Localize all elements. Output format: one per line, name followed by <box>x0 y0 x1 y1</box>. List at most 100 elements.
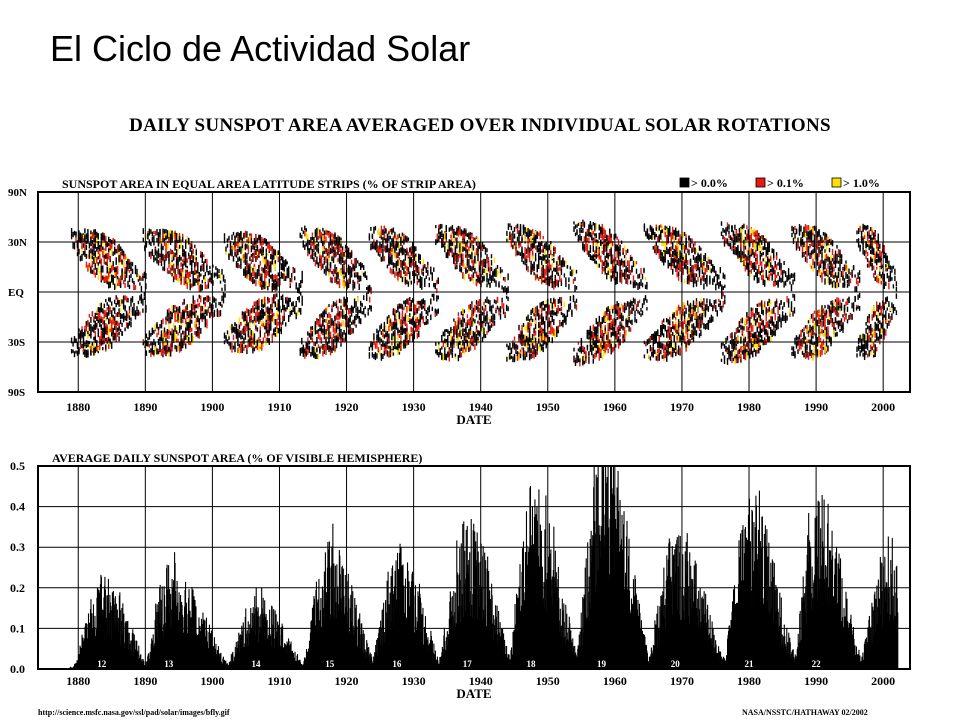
butterfly-spot <box>341 337 344 341</box>
butterfly-spot <box>542 246 544 253</box>
butterfly-spot <box>273 316 275 323</box>
butterfly-spot <box>597 321 599 326</box>
butterfly-spot <box>554 331 556 339</box>
butterfly-spot <box>340 240 342 247</box>
butterfly-spot <box>395 245 398 251</box>
butterfly-spot <box>474 339 476 343</box>
butterfly-spot <box>329 234 332 242</box>
butterfly-spot <box>326 306 329 310</box>
butterfly-spot <box>223 236 226 244</box>
butterfly-spot <box>413 273 415 279</box>
butterfly-spot <box>277 250 279 255</box>
butterfly-spot <box>108 337 110 342</box>
butterfly-spot <box>335 303 338 309</box>
butterfly-spot <box>270 254 272 260</box>
butterfly-spot <box>180 341 182 348</box>
butterfly-spot <box>264 264 266 272</box>
butterfly-spot <box>419 279 421 286</box>
butterfly-spot <box>116 279 119 284</box>
butterfly-spot <box>407 267 410 272</box>
butterfly-spot <box>454 254 457 262</box>
butterfly-spot <box>575 286 578 290</box>
butterfly-spot <box>178 341 181 347</box>
butterfly-spot <box>541 267 543 273</box>
butterfly-spot <box>121 299 123 304</box>
butterfly-spot <box>76 252 79 257</box>
butterfly-spot <box>109 297 111 301</box>
butterfly-spot <box>338 278 341 286</box>
butterfly-spot <box>406 265 408 271</box>
butterfly-spot <box>256 344 259 351</box>
butterfly-spot <box>513 342 516 350</box>
butterfly-spot <box>99 241 101 245</box>
butterfly-spot <box>580 222 583 226</box>
butterfly-spot <box>307 331 309 336</box>
butterfly-spot <box>282 264 284 271</box>
butterfly-spot <box>509 235 511 241</box>
butterfly-spot <box>84 325 86 330</box>
butterfly-spot <box>367 311 369 316</box>
butterfly-spot <box>595 242 597 247</box>
butterfly-spot <box>103 310 105 317</box>
butterfly-spot <box>551 255 553 259</box>
butterfly-spot <box>346 302 348 306</box>
butterfly-spot <box>308 240 311 246</box>
butterfly-spot <box>148 251 151 257</box>
butterfly-spot <box>243 311 245 317</box>
butterfly-spot <box>154 323 157 330</box>
butterfly-spot <box>234 342 236 349</box>
butterfly-spot <box>463 318 466 323</box>
butterfly-spot <box>182 343 184 349</box>
butterfly-spot <box>556 269 558 275</box>
butterfly-spot <box>550 310 552 318</box>
butterfly-spot <box>477 254 479 262</box>
butterfly-spot <box>534 230 537 235</box>
butterfly-spot <box>541 327 543 334</box>
butterfly-spot <box>72 242 74 249</box>
butterfly-spot <box>487 265 490 272</box>
butterfly-spot <box>598 263 600 268</box>
butterfly-spot <box>591 344 593 350</box>
butterfly-spot <box>406 328 408 332</box>
butterfly-spot <box>553 251 555 257</box>
butterfly-spot <box>319 229 321 234</box>
butterfly-spot <box>355 257 357 265</box>
butterfly-spot <box>521 330 523 337</box>
butterfly-spot <box>201 257 203 263</box>
butterfly-spot <box>246 272 248 279</box>
butterfly-spot <box>595 330 597 336</box>
butterfly-spot <box>147 337 149 341</box>
butterfly-spot <box>178 255 181 262</box>
butterfly-spot <box>243 327 245 332</box>
butterfly-spot <box>556 327 558 334</box>
butterfly-spot <box>124 282 126 288</box>
butterfly-spot <box>105 236 107 240</box>
butterfly-spot <box>377 252 380 256</box>
butterfly-spot <box>601 244 603 249</box>
butterfly-spot <box>407 298 410 305</box>
butterfly-spot <box>444 329 446 333</box>
butterfly-spot <box>140 277 143 281</box>
butterfly-spot <box>438 341 440 345</box>
butterfly-spot <box>238 332 241 338</box>
butterfly-spot <box>493 270 496 277</box>
butterfly-spot <box>172 276 175 283</box>
butterfly-spot <box>550 331 552 335</box>
butterfly-spot <box>285 307 287 312</box>
butterfly-spot <box>297 310 299 316</box>
butterfly-spot <box>499 267 502 274</box>
butterfly-spot <box>556 310 558 315</box>
butterfly-spot <box>350 307 353 313</box>
butterfly-spot <box>168 329 170 335</box>
butterfly-spot <box>73 242 76 250</box>
butterfly-spot <box>392 248 395 255</box>
butterfly-spot <box>96 323 98 328</box>
butterfly-spot <box>118 331 120 336</box>
butterfly-spot <box>197 262 199 268</box>
butterfly-spot <box>591 347 593 355</box>
butterfly-spot <box>261 320 263 325</box>
butterfly-spot <box>280 264 282 269</box>
butterfly-spot <box>548 330 550 335</box>
butterfly-spot <box>457 230 460 237</box>
butterfly-spot <box>223 332 226 339</box>
